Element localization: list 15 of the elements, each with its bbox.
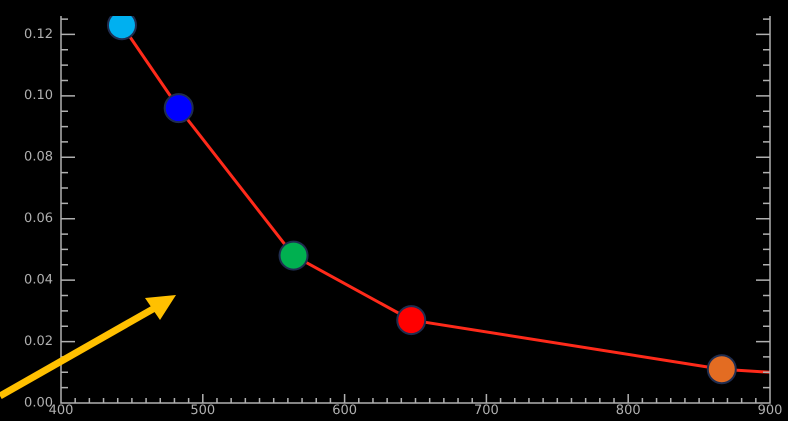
y-tick-label: 0.02 (24, 334, 53, 349)
y-tick-label: 0.06 (24, 211, 53, 226)
point (396, 305, 426, 336)
point (706, 354, 737, 384)
y-tick-label: 0.12 (24, 26, 53, 42)
y-tick-label: 0.08 (24, 150, 53, 165)
x-tick-label: 500 (190, 403, 216, 418)
x-tick-label: 900 (758, 403, 782, 418)
y-tick-label: 0.10 (24, 88, 53, 104)
point (278, 240, 309, 271)
x-tick-label: 600 (332, 403, 358, 418)
x-tick-label: 700 (474, 403, 499, 418)
x-tick-label: 800 (616, 403, 641, 418)
point (164, 93, 194, 124)
y-tick-label: 0.04 (24, 272, 53, 288)
